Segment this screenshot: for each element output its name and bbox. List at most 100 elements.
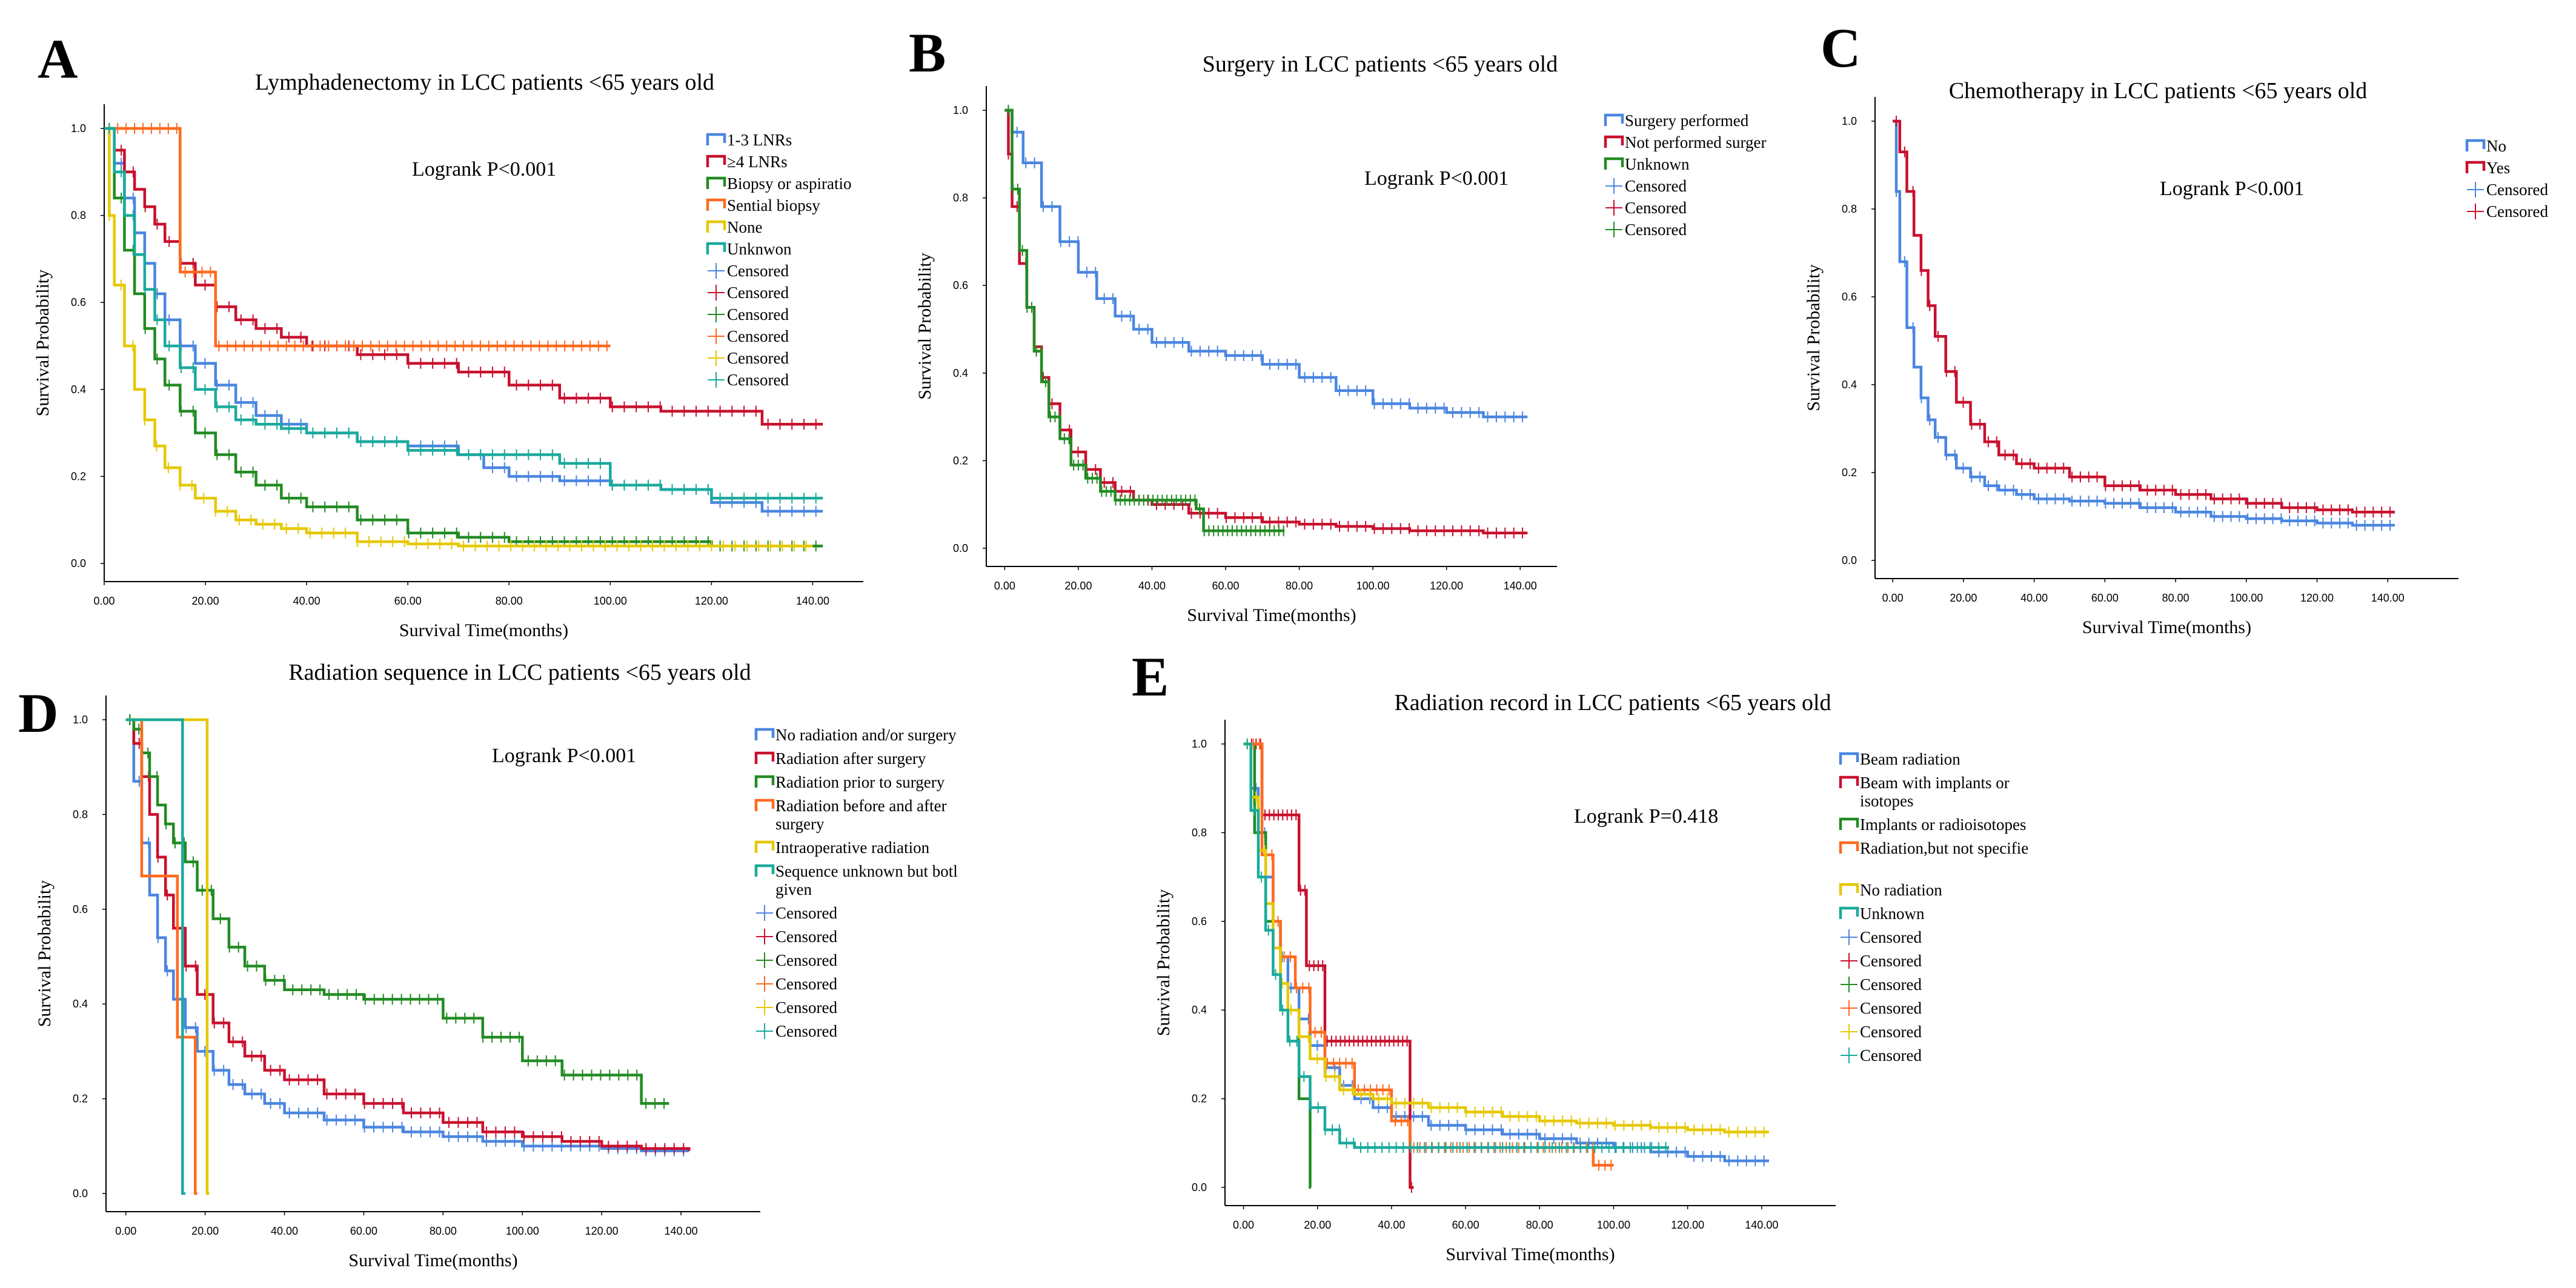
y-axis-label: Survival Probability	[33, 270, 53, 417]
legend-label: Unknown	[1625, 155, 1690, 173]
legend-item-censored: Censored	[756, 904, 837, 922]
x-tick-label: 140.00	[1745, 1219, 1778, 1231]
legend-label: Censored	[1860, 1023, 1922, 1041]
legend-swatch	[1839, 775, 1859, 788]
y-tick-label: 0.4	[1842, 379, 1857, 391]
panel-d: D Radiation sequence in LCC patients <65 …	[18, 660, 958, 1270]
x-tick-label: 40.00	[1138, 580, 1166, 592]
x-tick-label: 60.00	[2091, 592, 2119, 604]
panel-letter: E	[1132, 646, 1169, 708]
y-tick-label: 0.4	[71, 383, 86, 396]
x-tick-label: 120.00	[1671, 1219, 1704, 1231]
legend-swatch	[1839, 752, 1859, 765]
legend-label: Radiation,but not specifie	[1860, 839, 2028, 857]
legend-item-censored: Censored	[708, 327, 789, 345]
x-tick-label: 100.00	[1597, 1219, 1630, 1231]
legend-item-yes: Yes	[2465, 159, 2510, 177]
y-tick-label: 0.4	[73, 998, 88, 1010]
series-line-no	[1893, 119, 2395, 527]
y-tick-label: 0.4	[1192, 1004, 1207, 1016]
legend-item-unknown: Unknown	[1839, 905, 1925, 923]
x-tick-label: 60.00	[394, 595, 422, 607]
x-tick-label: 60.00	[1212, 580, 1240, 592]
x-axis-label: Survival Time(months)	[399, 620, 568, 640]
legend-item-implants-or-radioisotopes: Implants or radioisotopes	[1839, 815, 2026, 834]
legend-item-radiation-after-surgery: Radiation after surgery	[754, 749, 926, 768]
y-tick-label: 0.2	[953, 454, 968, 466]
legend-label: Unknwon	[727, 240, 792, 258]
censor-marks-unknwon	[108, 123, 817, 504]
censor-marks-radiation-after-surgery	[129, 714, 685, 1154]
series-line-yes	[1893, 119, 2395, 514]
series-line-unknwon	[104, 127, 823, 500]
series-line-sential-biopsy	[104, 127, 611, 348]
y-axis-label: Survival Probability	[35, 880, 55, 1027]
panel-b: B Surgery in LCC patients <65 years old 0.…	[909, 22, 1766, 625]
x-tick-label: 0.00	[1233, 1219, 1254, 1231]
legend-item-censored: Censored	[1841, 928, 1922, 946]
censor-marks-beam-radiation	[1246, 739, 1765, 1167]
x-tick-label: 60.00	[1452, 1219, 1479, 1231]
legend-label-cont: isotopes	[1860, 792, 1914, 810]
y-tick-label: 1.0	[71, 122, 86, 134]
legend-label: Censored	[1860, 928, 1922, 946]
x-tick-label: 120.00	[585, 1225, 619, 1237]
legend-label: Censored	[727, 349, 789, 367]
x-axis-label: Survival Time(months)	[1187, 605, 1356, 625]
legend-item-unknwon: Unknwon	[706, 240, 792, 258]
x-tick-label: 120.00	[695, 595, 728, 607]
x-axis-label: Survival Time(months)	[348, 1250, 517, 1270]
y-axis-label: Survival Probability	[1154, 889, 1173, 1037]
chart-title: Radiation sequence in LCC patients <65 y…	[288, 660, 751, 685]
x-tick-label: 40.00	[1378, 1219, 1405, 1231]
chart-title: Surgery in LCC patients <65 years old	[1203, 51, 1558, 77]
panel-letter: B	[909, 22, 946, 84]
y-tick-label: 0.8	[1192, 826, 1207, 838]
legend-label: Surgery performed	[1625, 111, 1749, 130]
legend-item-biopsy-or-aspiratio: Biopsy or aspiratio	[706, 174, 851, 193]
legend-swatch	[1839, 906, 1859, 919]
legend-swatch	[754, 751, 775, 764]
series-line-surgery-performed	[1004, 108, 1528, 419]
legend-item-sential-biopsy: Sential biopsy	[706, 196, 820, 214]
series-line-radiation-after-surgery	[125, 718, 691, 1151]
legend-label: Implants or radioisotopes	[1860, 815, 2026, 834]
legend: 1-3 LNRs ≥4 LNRs Biopsy or aspiratio Sentia…	[706, 131, 851, 389]
chart-title: Chemotherapy in LCC patients <65 years o…	[1949, 78, 2368, 104]
x-tick-label: 140.00	[796, 595, 829, 607]
legend-label-cont: given	[775, 880, 812, 898]
y-tick-label: 0.8	[71, 210, 86, 222]
y-tick-label: 0.6	[953, 279, 968, 291]
y-tick-label: 0.2	[1842, 466, 1857, 479]
series-line-unknown	[1004, 108, 1285, 533]
legend-item-censored: Censored	[1841, 975, 1922, 994]
panel-a: A Lymphadenectomy in LCC patients <65 yea…	[33, 28, 863, 640]
legend-label: Censored	[1860, 975, 1922, 994]
legend: Surgery performed Not performed surger Unk…	[1604, 111, 1766, 239]
legend-label: Censored	[775, 904, 837, 922]
censor-marks-no	[1896, 186, 2391, 531]
legend-item-no-radiation: No radiation	[1839, 881, 1942, 899]
panel-letter: D	[18, 682, 58, 744]
legend-label: Beam radiation	[1860, 750, 1960, 768]
panel-c: C Chemotherapy in LCC patients <65 years …	[1804, 17, 2548, 637]
x-tick-label: 20.00	[192, 595, 219, 607]
legend-label: No	[2486, 137, 2506, 155]
x-tick-label: 100.00	[1356, 580, 1390, 592]
legend-swatch	[1839, 841, 1859, 854]
legend-item-censored: Censored	[756, 928, 837, 946]
legend-swatch	[1604, 113, 1624, 126]
logrank-annotation: Logrank P<0.001	[412, 158, 556, 181]
legend-label: Censored	[727, 371, 789, 389]
series-line-biopsy-or-aspiratio	[104, 127, 823, 548]
legend-swatch	[706, 176, 726, 189]
legend-label: No radiation and/or surgery	[775, 726, 957, 744]
series-line-intraoperative-radiation	[125, 718, 210, 1195]
legend-item-censored: Censored	[1841, 952, 1922, 970]
censor-marks-none	[108, 210, 807, 552]
legend-label: Censored	[1625, 199, 1687, 217]
panel-letter: A	[38, 28, 78, 90]
legend-swatch	[706, 242, 726, 254]
